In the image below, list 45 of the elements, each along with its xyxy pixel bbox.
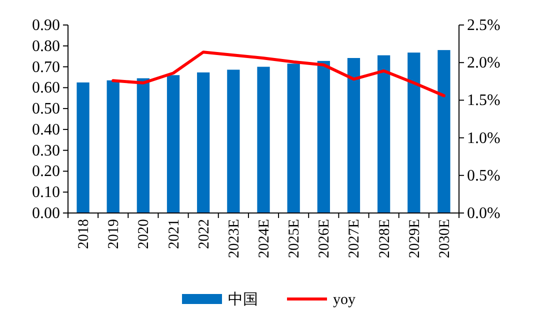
bar [408, 52, 420, 213]
y-tick-label: 0.50 [32, 100, 60, 118]
x-tick-label: 2027E [346, 219, 363, 258]
y2-tick-label: 1.5% [467, 92, 500, 110]
y-tick-label: 0.10 [32, 184, 60, 202]
bar [347, 58, 360, 213]
x-tick-label: 2028E [376, 219, 393, 258]
y-tick-label: 0.00 [32, 205, 60, 222]
y-tick-label: 0.70 [32, 58, 60, 76]
y-tick-label: 0.90 [32, 17, 60, 34]
bar [377, 55, 390, 213]
x-tick-label: 2025E [286, 219, 303, 258]
bar [438, 50, 450, 213]
y-tick-label: 0.30 [32, 142, 60, 160]
y-tick-label: 0.20 [32, 163, 60, 180]
bar [317, 60, 330, 213]
y2-tick-label: 1.0% [467, 130, 500, 147]
bar [166, 75, 180, 213]
bar [136, 78, 150, 213]
bar [287, 64, 300, 213]
x-tick-label: 2024E [256, 219, 272, 258]
y-tick-label: 0.40 [32, 121, 60, 138]
y2-tick-label: 0.5% [467, 167, 500, 184]
x-tick-label: 2023E [226, 219, 242, 258]
line-series [112, 50, 446, 98]
x-tick-label: 2018 [76, 219, 92, 249]
x-tick-label: 2021 [166, 219, 182, 249]
bar [257, 66, 270, 213]
x-tick-label: 2029E [406, 219, 423, 258]
bar [197, 72, 210, 213]
legend-label: 中国 [228, 291, 258, 308]
x-tick-label: 2019 [106, 219, 122, 249]
x-tick-label: 2026E [316, 219, 333, 258]
bar [106, 80, 120, 213]
y2-tick-label: 0.0% [467, 205, 500, 222]
x-tick-label: 2020 [136, 219, 152, 249]
x-tick-label: 2030E [436, 219, 453, 258]
bar [227, 70, 240, 213]
bar [76, 82, 90, 213]
y-tick-label: 0.80 [32, 38, 60, 55]
y2-tick-label: 2.5% [467, 17, 500, 34]
x-tick-label: 2022 [196, 219, 212, 249]
y2-tick-label: 2.0% [467, 54, 500, 72]
y-tick-label: 0.60 [32, 80, 60, 97]
legend-label: yoy [333, 292, 356, 308]
